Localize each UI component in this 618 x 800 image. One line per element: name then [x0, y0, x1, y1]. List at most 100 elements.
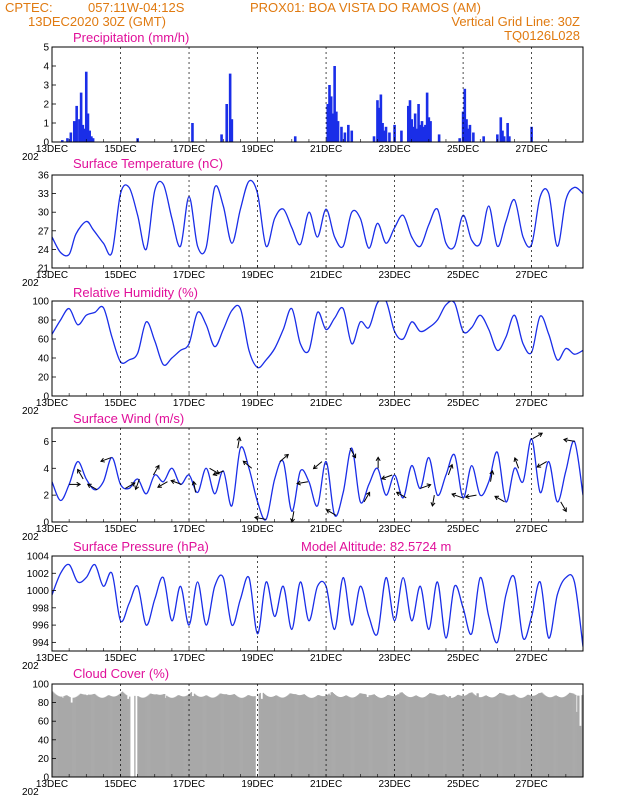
cloud-bar: [327, 694, 329, 777]
cloud-bar: [100, 697, 102, 777]
cloud-bar: [566, 694, 569, 777]
cloud-bar: [546, 696, 548, 777]
wind-vector-head: [426, 483, 432, 489]
cloud-bar: [559, 697, 562, 777]
cloud-title: Cloud Cover (%): [73, 666, 169, 681]
cloud-bar: [123, 693, 126, 777]
wind-vector: [254, 516, 266, 520]
cloud-bar: [454, 696, 457, 777]
cloud-bar: [192, 696, 195, 777]
cloud-bar: [415, 695, 418, 777]
precip-bar: [502, 136, 506, 142]
precip-y-tick-label: 1: [43, 119, 49, 130]
cloud-bar: [351, 697, 353, 777]
rh-line: [52, 301, 583, 369]
cloud-bar: [474, 695, 476, 777]
cloud-bar: [165, 697, 167, 777]
cloud-bar: [137, 696, 139, 777]
cloud-bar: [318, 695, 320, 777]
cloud-bar: [468, 693, 470, 777]
precip-bar: [463, 88, 467, 142]
cloud-bar: [60, 696, 62, 777]
wind-vector-head: [448, 463, 454, 469]
pressure-x-tick-label: 21DEC: [310, 653, 342, 664]
cloud-bar: [202, 696, 204, 777]
wind-vector-head: [351, 453, 357, 459]
cloud-bar: [233, 694, 236, 777]
cloud-bar: [446, 696, 448, 777]
cloud-bar: [277, 696, 279, 777]
cloud-bar: [345, 695, 348, 777]
precip-year-stub: 202: [22, 152, 39, 163]
cloud-bar: [80, 693, 83, 777]
cloud-bar: [111, 696, 113, 777]
cloud-bar: [215, 696, 217, 777]
cloud-bar: [356, 695, 358, 777]
wind-y-tick-label: 2: [43, 491, 49, 502]
cloud-bar: [106, 695, 108, 777]
cloud-bar: [536, 694, 538, 777]
cloud-bar: [395, 695, 397, 777]
cloud-bar: [198, 696, 201, 777]
cloud-bar: [214, 697, 216, 777]
cloud-bar: [264, 694, 267, 777]
cloud-bar: [308, 697, 311, 777]
wind-vector: [326, 509, 337, 516]
cloud-bar: [463, 695, 465, 777]
rh-y-tick-label: 100: [32, 297, 49, 308]
cloud-bar: [292, 693, 294, 777]
precip-bar: [408, 100, 412, 142]
cloud-bar: [373, 694, 376, 777]
precip-y-tick-label: 0: [43, 138, 49, 149]
wind-vector-head: [284, 453, 289, 459]
rh-x-tick-label: 25DEC: [447, 398, 479, 409]
cloud-bar: [361, 693, 363, 777]
cloud-bar: [346, 696, 349, 777]
cloud-bar: [139, 697, 141, 777]
cloud-bar: [262, 692, 265, 777]
cloud-bar: [323, 696, 325, 777]
cloud-bar: [499, 692, 501, 777]
cloud-bar: [213, 697, 215, 777]
temp-x-tick-label: 27DEC: [515, 270, 547, 281]
cloud-bar: [513, 694, 515, 777]
cloud-bar: [508, 695, 510, 777]
cloud-bar: [418, 697, 421, 777]
cloud-x-tick-label: 17DEC: [173, 779, 205, 790]
cloud-bar: [82, 694, 85, 777]
cloud-bar: [545, 695, 547, 777]
temp-x-tick-label: 19DEC: [241, 270, 273, 281]
cloud-bar: [102, 697, 104, 777]
precip-bar: [83, 128, 86, 142]
cloud-bar: [295, 694, 297, 777]
cloud-bar: [484, 695, 487, 777]
cloud-bar: [478, 697, 480, 777]
precip-bar: [326, 104, 330, 142]
cloud-bar: [364, 693, 366, 777]
precip-bar: [501, 130, 504, 142]
cloud-bar: [177, 695, 179, 777]
cloud-bar: [443, 694, 445, 777]
cloud-bar: [389, 695, 391, 777]
cloud-bar: [524, 696, 527, 777]
cloud-bar: [103, 697, 105, 777]
cloud-bar: [328, 693, 330, 777]
header-grid-note: Vertical Grid Line: 30Z: [451, 14, 580, 29]
cloud-bar: [74, 697, 76, 777]
cloud-bar: [124, 694, 127, 777]
cloud-bar: [376, 696, 379, 777]
cloud-bar: [83, 694, 86, 777]
cloud-bar: [448, 696, 451, 777]
cloud-bar: [169, 697, 171, 777]
cloud-bar: [285, 696, 287, 777]
cloud-bar: [352, 697, 354, 777]
precip-bar: [293, 136, 297, 142]
cloud-bar: [543, 694, 545, 777]
precip-panel: 13DEC 15DEC 17DEC 19DEC 21DEC 23DEC 25DEC 27DEC…: [22, 43, 584, 163]
cloud-bar: [190, 692, 193, 777]
cloud-bar: [363, 693, 365, 777]
wind-x-tick-label: 27DEC: [515, 524, 547, 535]
cloud-bar: [551, 696, 553, 777]
cloud-bar: [145, 696, 147, 777]
wind-title: Surface Wind (m/s): [73, 411, 184, 426]
